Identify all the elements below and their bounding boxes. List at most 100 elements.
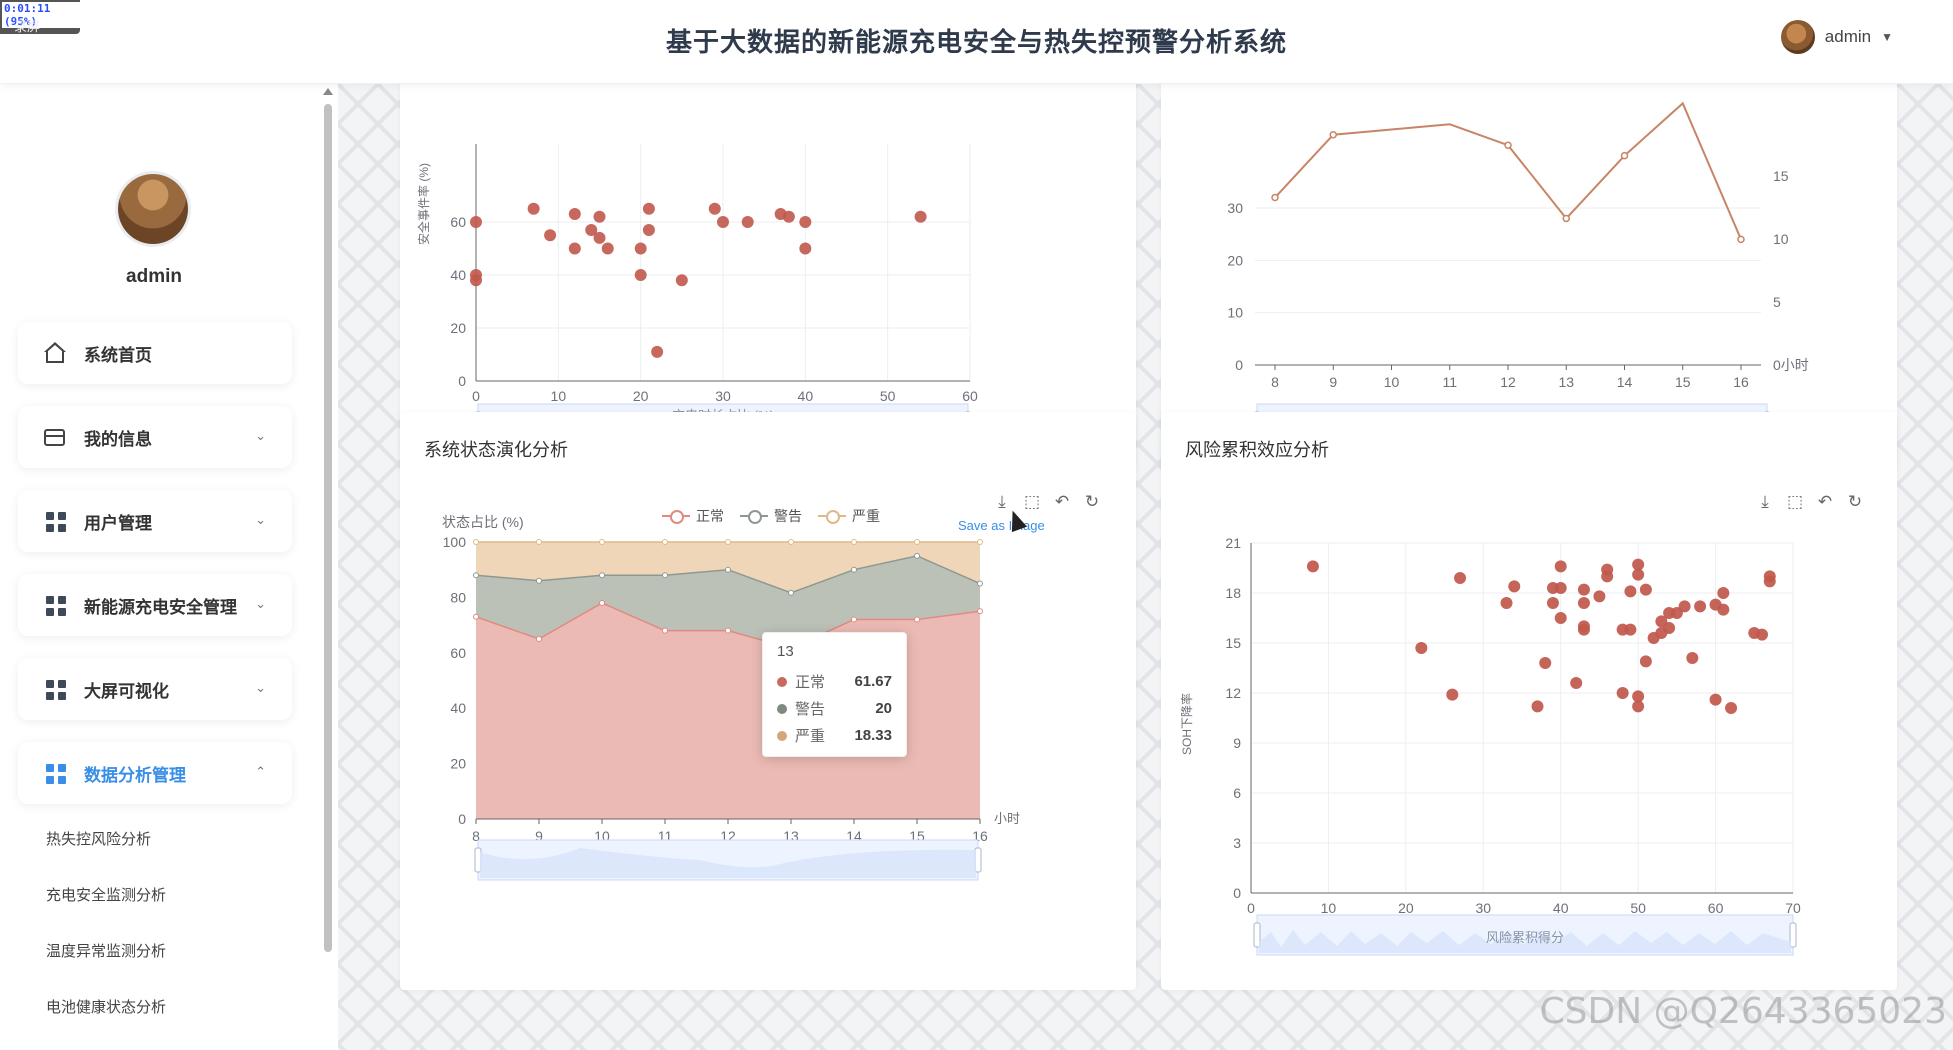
scatter-point: [1570, 677, 1583, 689]
submenu: 热失控风险分析 充电安全监测分析 温度异常监测分析 电池健康状态分析: [46, 830, 166, 1050]
chart-toolbox: ⤓ ⬚ ↶ ↻: [992, 492, 1102, 512]
header-username[interactable]: admin: [1824, 27, 1872, 46]
scatter-point: [675, 274, 688, 287]
submenu-item-battery-health[interactable]: 电池健康状态分析: [46, 999, 167, 1016]
submenu-item-thermal-runaway[interactable]: 热失控风险分析: [46, 831, 152, 848]
series-point: [788, 539, 794, 545]
profile-card: admin: [18, 124, 290, 354]
scatter-point: [568, 242, 581, 255]
recorder-time: 0:01:11 (95%): [2, 2, 80, 28]
x-tick-label: 60: [1708, 900, 1724, 916]
y-tick-label: 40: [450, 267, 466, 283]
panel-title: 系统状态演化分析: [424, 440, 568, 460]
series-point: [914, 552, 920, 559]
chart-tooltip: 13 正常 61.67 警告 20 严重 18.33: [762, 632, 907, 757]
profile-name: admin: [126, 266, 182, 287]
scatter-point: [634, 242, 647, 255]
scatter-point: [1632, 558, 1645, 571]
series-point: [914, 539, 920, 545]
sidebar-item-my-info[interactable]: 我的信息 ⌄: [18, 406, 292, 468]
sidebar-item-charging-safety[interactable]: 新能源充电安全管理 ⌄: [18, 574, 292, 636]
series-point: [662, 627, 668, 634]
series-point: [599, 572, 605, 579]
zoom-reset-icon[interactable]: ↶: [1817, 492, 1833, 511]
series-point: [473, 613, 479, 620]
chevron-down-icon: ⌄: [255, 680, 266, 695]
app-title: 基于大数据的新能源充电安全与热失控预警分析系统: [665, 27, 1287, 57]
scroll-thumb[interactable]: [324, 104, 332, 952]
download-icon[interactable]: ⤓: [998, 492, 1006, 511]
zoom-icon[interactable]: ⬚: [1023, 492, 1041, 511]
scatter-point: [1454, 572, 1467, 584]
caret-down-icon[interactable]: ▼: [1881, 30, 1893, 44]
y-axis-label: 安全事件率 (%): [416, 163, 431, 245]
tooltip-row: 严重 18.33: [777, 722, 892, 749]
sidebar-item-data-analysis[interactable]: 数据分析管理 ⌃: [18, 742, 292, 804]
submenu-item-temperature[interactable]: 温度异常监测分析: [46, 943, 167, 960]
x-tick-label: 0: [1247, 900, 1255, 916]
chevron-down-icon: ⌄: [255, 512, 266, 527]
x-tick-label: 13: [1558, 374, 1574, 390]
scatter-point: [1415, 642, 1428, 654]
series-point: [536, 635, 542, 642]
zoom-icon[interactable]: ⬚: [1786, 492, 1804, 511]
x-tick-label: 40: [798, 388, 814, 404]
sidebar-item-big-screen[interactable]: 大屏可视化 ⌄: [18, 658, 292, 720]
legend-line-circle-icon: [740, 509, 768, 524]
scatter-point: [1678, 600, 1691, 613]
y-tick-label: 0: [1235, 357, 1243, 373]
legend-item-normal[interactable]: 正常: [662, 506, 724, 526]
legend-item-warning[interactable]: 警告: [740, 506, 802, 526]
x-tick-label: 50: [1630, 900, 1646, 916]
sidebar-item-label: 系统首页: [84, 345, 152, 365]
sidebar-scrollbar[interactable]: [322, 88, 334, 968]
scatter-point: [1717, 587, 1730, 599]
x-tick-label: 8: [1271, 374, 1279, 390]
zoom-reset-icon[interactable]: ↶: [1054, 492, 1070, 511]
tooltip-value: 61.67: [854, 673, 892, 690]
avatar[interactable]: [1780, 20, 1815, 54]
sidebar-item-label: 用户管理: [84, 513, 152, 533]
x-tick-label: 9: [1329, 374, 1337, 390]
series-point: [725, 627, 731, 634]
sidebar-item-label: 大屏可视化: [84, 681, 169, 701]
y-tick-label: 80: [450, 589, 466, 605]
y-tick-label: 100: [443, 534, 467, 550]
user-menu[interactable]: admin ▼: [1780, 20, 1893, 54]
x-tick-label: 12: [1500, 374, 1516, 390]
datazoom-preview: [480, 848, 976, 878]
scatter-point: [1709, 693, 1722, 706]
legend-line-circle-icon: [662, 509, 690, 524]
y-tick-label: 20: [450, 320, 466, 336]
x-tick-label: 40: [1553, 900, 1569, 916]
dot-icon: [777, 730, 787, 741]
submenu-item-charging-monitor[interactable]: 充电安全监测分析: [46, 887, 167, 904]
scatter-point: [1577, 583, 1590, 596]
scatter-point: [1663, 622, 1676, 634]
download-icon[interactable]: ⤓: [1761, 492, 1769, 511]
sidebar-item-home[interactable]: 系统首页: [18, 322, 292, 384]
series-point: [662, 572, 668, 579]
y-tick-label: 20: [450, 756, 466, 772]
tooltip-row: 正常 61.67: [777, 668, 892, 695]
refresh-icon[interactable]: ↻: [1084, 492, 1100, 511]
recorder-label: 录屏: [14, 20, 41, 35]
y-tick-label: 0: [458, 373, 466, 389]
x-axis-label: 风险累积得分: [1486, 930, 1564, 945]
scatter-point: [1694, 600, 1707, 613]
scatter-point: [593, 210, 606, 223]
sidebar-item-label: 数据分析管理: [84, 765, 186, 785]
legend-item-severe[interactable]: 严重: [818, 506, 880, 526]
y-right-tick-label: 5: [1773, 294, 1781, 310]
scroll-up-arrow-icon[interactable]: [323, 88, 333, 95]
chevron-down-icon: ⌄: [255, 428, 266, 443]
scatter-point: [1593, 590, 1606, 603]
scatter-point: [1446, 688, 1459, 701]
sidebar-item-user-management[interactable]: 用户管理 ⌄: [18, 490, 292, 552]
grid-icon: [44, 678, 66, 700]
series-point: [536, 577, 542, 584]
series-point: [662, 539, 668, 545]
refresh-icon[interactable]: ↻: [1847, 492, 1863, 511]
